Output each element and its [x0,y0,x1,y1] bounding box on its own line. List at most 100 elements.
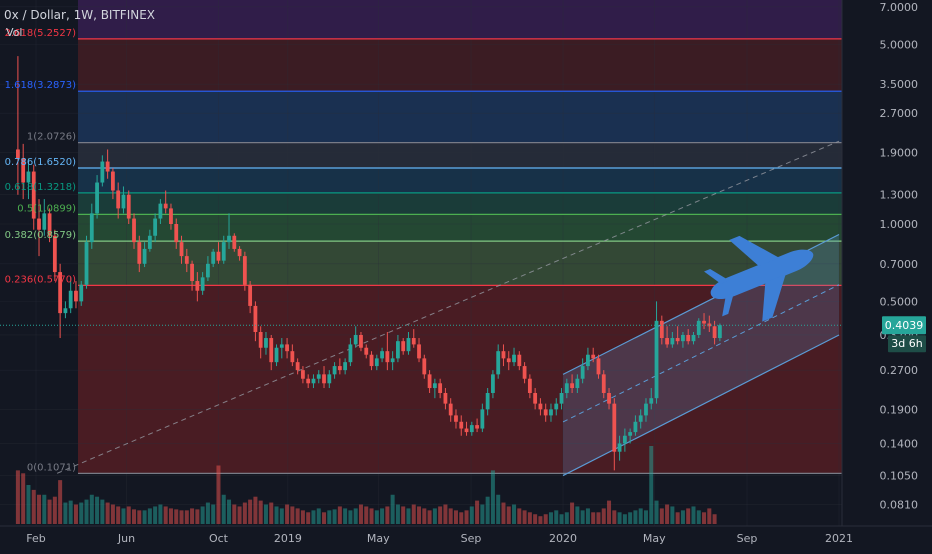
volume-bar [195,509,200,524]
volume-bar [643,510,648,524]
volume-bar [417,506,422,524]
candle-body [306,378,311,384]
candle-body [142,248,147,264]
volume-bar [395,504,400,524]
fib-bands [78,0,842,526]
candle-body [301,370,305,379]
volume-bar [253,496,258,524]
candle-body [522,366,527,379]
fib-label: 0.382(0.8579) [5,230,77,241]
candle-body [659,320,664,339]
volume-bar [337,506,342,524]
y-tick-label: 0.1900 [880,403,919,416]
volume-bar [702,512,707,524]
candle-body [427,374,432,389]
candle-body [438,383,443,393]
y-tick-label: 0.0810 [880,499,919,512]
candle-body [454,415,458,422]
volume-bar [501,502,506,524]
candle-body [538,403,543,410]
candle-body [612,403,617,452]
volume-bar [638,508,643,524]
volume-bar [659,508,664,524]
volume-bar [158,504,163,524]
volume-bar [311,510,316,524]
volume-bar [358,504,363,524]
volume-bar [691,506,696,524]
candle-body [607,392,611,404]
volume-bar [295,508,300,524]
candle-body [242,256,247,285]
volume-bar [406,508,411,524]
candle-body [406,338,411,352]
volume-bar [649,446,654,524]
x-tick-label: May [643,532,666,545]
volume-bar [116,506,121,524]
candle-body [422,358,427,375]
candle-body [200,277,205,291]
candle-body [290,351,295,363]
fib-band [78,91,842,143]
volume-bar [269,502,274,524]
price-axis[interactable]: 7.0000 5.0000 3.5000 2.7000 1.9000 1.3000 1.00… [841,0,932,550]
symbol-title: 0x / Dollar, 1W, BITFINEX [4,8,155,22]
grid-lines [0,0,842,526]
volume-bar [670,506,675,524]
volume-bar [306,512,311,524]
candle-body [675,338,680,342]
time-axis[interactable]: Feb Jun Oct 2019 May Sep 2020 May Sep 2021 [0,525,932,550]
volume-bar [15,470,20,524]
volume-bar [696,510,701,524]
chart-header: 0x / Dollar, 1W, BITFINEX Vol [4,8,155,39]
volume-bar [512,504,517,524]
channel-median [562,284,840,423]
candle-body [258,331,263,348]
y-tick-label: 1.9000 [880,146,919,159]
volume-bar [248,499,253,524]
volume-bar [427,510,432,524]
candle-body [517,354,522,367]
candle-body [274,347,279,363]
candle-body [374,358,379,367]
countdown-label: 3d 6h [891,337,922,350]
candle-body [295,362,300,371]
candle-body [100,161,105,183]
candle-body [638,415,643,422]
volume-bar [506,506,511,524]
candle-body [322,374,326,384]
candle-body [337,366,342,371]
volume-bar [422,508,427,524]
volume-bar [200,506,205,524]
volume-bar [559,514,564,524]
volume-bar [411,504,416,524]
candle-body [332,366,337,375]
volume-bar [475,500,480,524]
fib-band [78,192,842,215]
volume-bar [168,508,173,524]
volume-bar [575,506,580,524]
candle-body [348,344,353,363]
fib-label: 0(0.1071) [27,462,76,473]
volume-bar [580,510,585,524]
volume-bar [300,510,305,524]
volume-bar [327,510,332,524]
volume-bar [617,512,622,524]
y-tick-label: 2.7000 [880,107,919,120]
volume-bar [601,508,606,524]
y-tick-label: 0.1050 [880,470,919,483]
fib-band [78,214,842,242]
candle-body [533,392,538,404]
candle-body [79,284,84,302]
candle-body [153,218,158,236]
volume-bar [585,508,590,524]
volume-bar [221,494,226,524]
candle-body [111,171,115,191]
candle-body [343,362,348,371]
volume-bar [73,504,78,524]
volume-bar [533,514,538,524]
candle-body [681,334,685,342]
volume-bar [633,510,638,524]
volume-bar [37,494,42,524]
